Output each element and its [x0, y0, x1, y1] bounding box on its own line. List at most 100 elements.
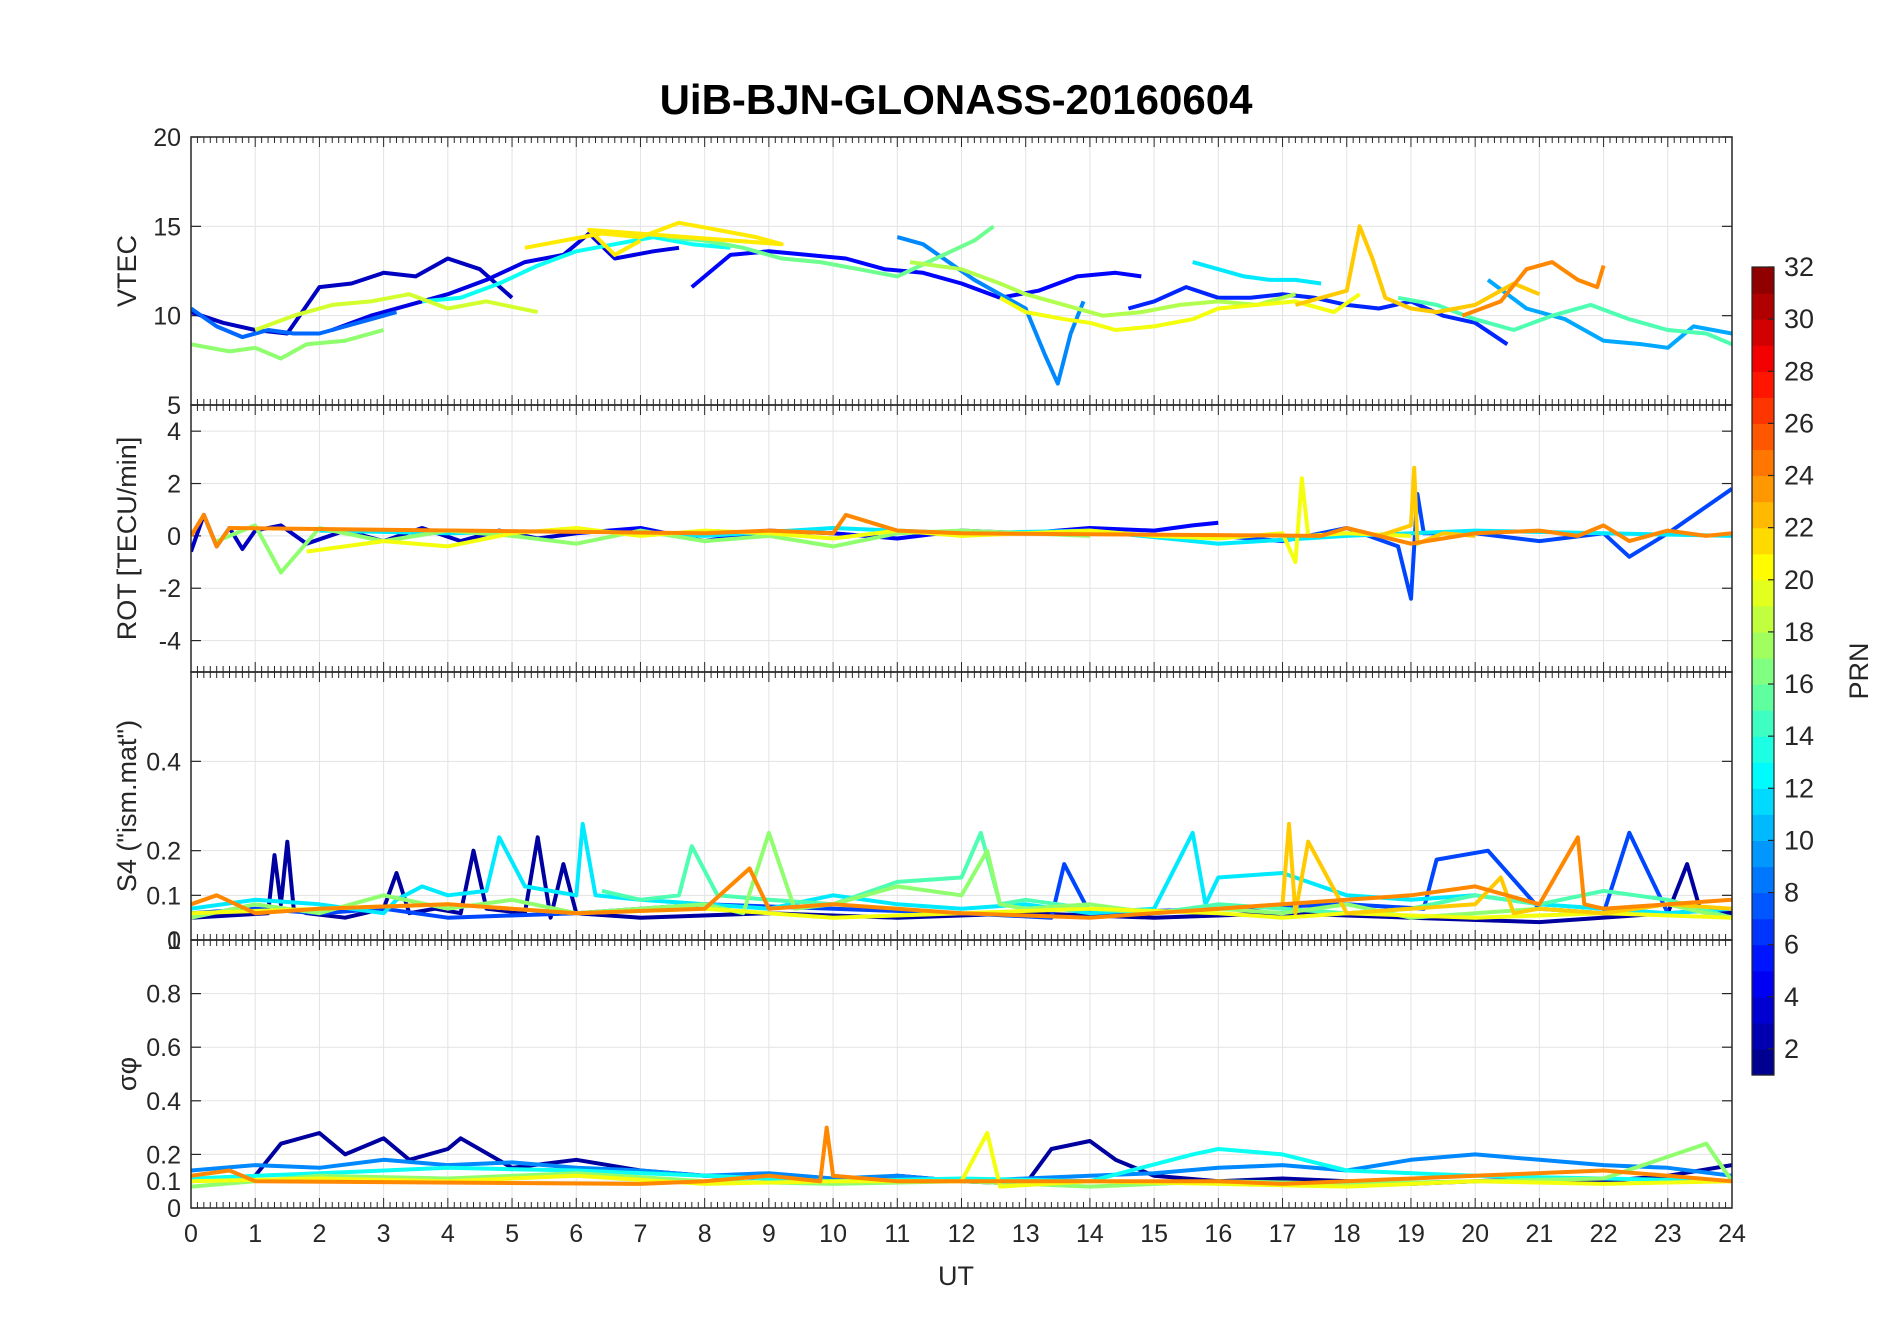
y-axis-label: ROT [TECU/min]	[112, 437, 142, 641]
colorbar-tick-label: 16	[1784, 669, 1814, 699]
colorbar-tick-label: 4	[1784, 982, 1799, 1012]
x-tick-label: 16	[1204, 1220, 1232, 1248]
colorbar-segment	[1752, 970, 1774, 998]
colorbar-segment	[1752, 866, 1774, 894]
x-tick-label: 20	[1461, 1220, 1489, 1248]
x-tick-label: 13	[1012, 1220, 1040, 1248]
x-tick-label: 0	[184, 1220, 198, 1248]
colorbar-tick-label: 20	[1784, 565, 1814, 595]
series-line-prn-21	[524, 220, 784, 257]
x-tick-label: 3	[377, 1220, 391, 1248]
colorbar-tick-label: 32	[1784, 252, 1814, 282]
x-tick-label: 11	[884, 1220, 910, 1248]
series-group	[191, 821, 1732, 925]
colorbar-tick-label: 14	[1784, 721, 1814, 751]
y-tick-label: 0	[167, 927, 181, 955]
x-minor-ticks	[190, 137, 1733, 405]
y-tick-label: 0.2	[146, 838, 181, 866]
colorbar-frame	[1751, 266, 1775, 1076]
x-tick-label: 24	[1718, 1220, 1746, 1248]
y-tick-label: 0.4	[146, 748, 181, 776]
y-tick-label: -4	[159, 628, 181, 656]
y-tick-label: 0	[167, 523, 181, 551]
series-line-prn-4	[331, 231, 680, 332]
series-line-prn-22	[1218, 821, 1732, 916]
colorbar-segment	[1752, 840, 1774, 868]
colorbar-segment	[1752, 684, 1774, 711]
colorbar-tick-label: 24	[1784, 461, 1814, 491]
series-line-prn-12	[1192, 260, 1322, 286]
y-tick-label: 0.4	[146, 1088, 181, 1116]
series-line-prn-24	[191, 835, 1732, 920]
colorbar-segment	[1752, 814, 1774, 842]
colorbar-tick-label: 26	[1784, 408, 1814, 438]
x-tick-label: 14	[1076, 1220, 1104, 1248]
x-minor-ticks	[190, 940, 1733, 1208]
colorbar-segment	[1752, 710, 1774, 737]
series-line-prn-15	[1397, 295, 1732, 347]
panel-3: 0 0.1 0.2 0.4S4 ("ism.mat")	[112, 671, 1733, 955]
y-tick-label: 0.6	[146, 1034, 181, 1062]
y-tick-label: 5	[167, 392, 181, 420]
colorbar-segment	[1752, 293, 1774, 320]
series-line-prn-24	[191, 1125, 1732, 1186]
colorbar-tick-label: 28	[1784, 356, 1814, 386]
y-axis-label: S4 ("ism.mat")	[112, 720, 142, 892]
series-group	[191, 220, 1732, 386]
x-minor-ticks	[190, 672, 1733, 940]
colorbar-tick-label: 18	[1784, 617, 1814, 647]
chart-title: UiB-BJN-GLONASS-20160604	[660, 76, 1254, 123]
series-line-prn-17	[191, 328, 385, 361]
colorbar-segment	[1752, 579, 1774, 607]
colorbar-segment	[1752, 892, 1774, 920]
series-line-prn-20	[191, 1131, 1732, 1189]
x-tick-label: 10	[819, 1220, 847, 1248]
colorbar-segment	[1752, 501, 1774, 529]
x-tick-label: 15	[1140, 1220, 1168, 1248]
x-tick-label: 9	[762, 1220, 776, 1248]
colorbar-segment	[1752, 319, 1774, 346]
series-line-prn-24	[1461, 260, 1606, 318]
colorbar-tick-label: 6	[1784, 930, 1799, 960]
colorbar-segment	[1752, 267, 1774, 294]
x-tick-label: 5	[505, 1220, 519, 1248]
y-tick-label: 10	[153, 303, 181, 331]
series-line-prn-18	[909, 260, 1296, 318]
series-line-prn-3	[191, 256, 514, 336]
colorbar-tick-label: 2	[1784, 1034, 1799, 1064]
series-line-prn-13	[421, 235, 731, 304]
x-tick-label: 4	[441, 1220, 455, 1248]
colorbar-segment	[1752, 345, 1774, 372]
panel-1: 5 10 15 20 VTEC	[112, 124, 1733, 420]
colorbar-tick-label: 12	[1784, 773, 1814, 803]
colorbar-segment	[1752, 371, 1774, 398]
colorbar-segment	[1752, 553, 1774, 581]
colorbar-segment	[1752, 527, 1774, 555]
x-tick-label: 7	[634, 1220, 648, 1248]
x-tick-label: 1	[248, 1220, 262, 1248]
colorbar-segment	[1752, 762, 1774, 789]
x-tick-label: 8	[698, 1220, 712, 1248]
series-line-prn-24	[191, 512, 1732, 549]
colorbar-tick-label: 22	[1784, 513, 1814, 543]
colorbar-tick-label: 30	[1784, 304, 1814, 334]
x-tick-label: 17	[1269, 1220, 1297, 1248]
x-tick-label: 21	[1525, 1220, 1553, 1248]
colorbar-segment	[1752, 736, 1774, 763]
series-line-prn-8	[191, 306, 398, 340]
series-line-prn-15	[601, 830, 1732, 920]
colorbar-segment	[1752, 449, 1774, 477]
x-tick-label: 2	[312, 1220, 326, 1248]
series-group	[191, 1125, 1732, 1189]
colorbar-label: PRN	[1844, 642, 1874, 699]
colorbar-segment	[1752, 944, 1774, 972]
y-tick-label: 20	[153, 124, 181, 152]
series-line-prn-16	[665, 224, 995, 279]
series-line-prn-9	[896, 235, 1086, 386]
x-tick-label: 6	[569, 1220, 583, 1248]
colorbar-segment	[1752, 475, 1774, 503]
y-tick-label: 4	[167, 418, 181, 446]
colorbar-segment	[1752, 397, 1774, 424]
